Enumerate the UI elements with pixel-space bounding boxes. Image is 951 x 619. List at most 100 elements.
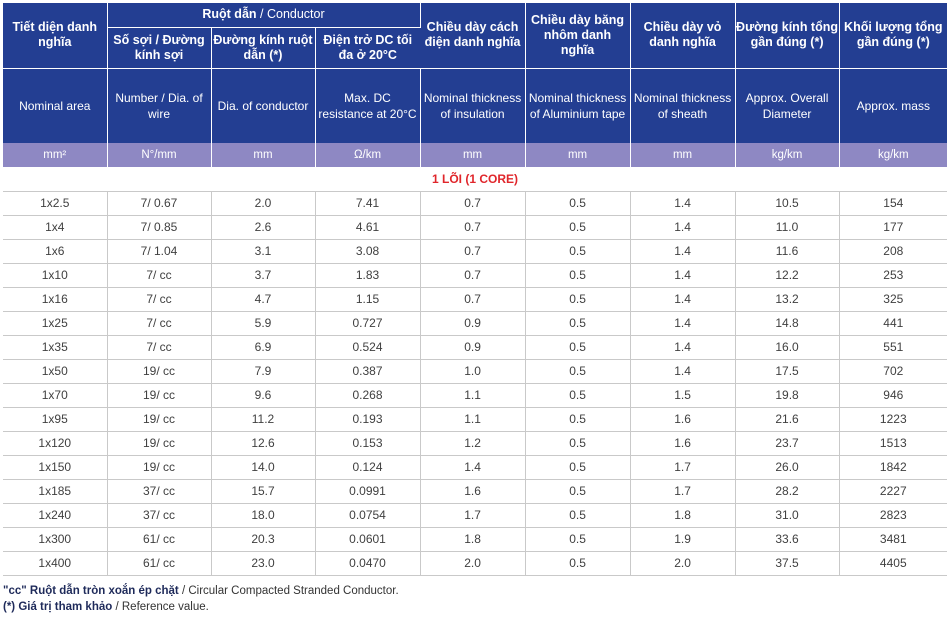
table-cell: 0.193 <box>315 407 421 432</box>
header-en-sheath: Nominal thickness of sheath <box>630 68 736 143</box>
table-cell: 0.5 <box>525 551 631 576</box>
table-cell: 4.7 <box>211 287 316 312</box>
table-cell: 10.5 <box>735 191 840 216</box>
table-cell: 61/ cc <box>107 527 212 552</box>
table-cell: 1x10 <box>3 263 108 288</box>
header-conductor-vi: Ruột dẫn <box>202 7 257 22</box>
header-dc-resistance: Điện trở DC tối đa ở 20°C <box>315 27 421 69</box>
table-cell: 28.2 <box>735 479 840 504</box>
cable-spec-sheet: Tiết diện danh nghĩa Ruột dẫn / Conducto… <box>3 3 948 615</box>
header-conductor-en: / Conductor <box>256 7 325 22</box>
table-cell: 19/ cc <box>107 383 212 408</box>
footnote-ref-vi: (*) Giá trị tham khảo <box>3 600 113 613</box>
table-row: 1x120 19/ cc 12.6 0.153 1.2 0.5 1.6 23.7 1513 <box>3 431 948 456</box>
table-cell: 1513 <box>839 431 948 456</box>
table-cell: 0.5 <box>525 431 631 456</box>
table-cell: 11.0 <box>735 215 840 240</box>
table-cell: 946 <box>839 383 948 408</box>
table-cell: 0.0991 <box>315 479 421 504</box>
table-cell: 0.5 <box>525 263 631 288</box>
table-cell: 0.153 <box>315 431 421 456</box>
table-cell: 1842 <box>839 455 948 480</box>
table-cell: 1.15 <box>315 287 421 312</box>
table-cell: 7/ cc <box>107 311 212 336</box>
table-row: 1x25 7/ cc 5.9 0.727 0.9 0.5 1.4 14.8 441 <box>3 311 948 336</box>
table-cell: 1.2 <box>420 431 526 456</box>
table-cell: 0.124 <box>315 455 421 480</box>
section-title: 1 LÕI (1 CORE) <box>3 167 948 192</box>
table-cell: 0.5 <box>525 215 631 240</box>
table-cell: 3481 <box>839 527 948 552</box>
table-cell: 0.5 <box>525 359 631 384</box>
footnote-ref-en: / Reference value. <box>112 600 209 613</box>
table-cell: 0.5 <box>525 239 631 264</box>
table-cell: 1.1 <box>420 407 526 432</box>
table-cell: 0.387 <box>315 359 421 384</box>
table-cell: 1.4 <box>630 239 736 264</box>
table-cell: 33.6 <box>735 527 840 552</box>
header-nominal-area: Tiết diện danh nghĩa <box>3 3 108 69</box>
table-row: 1x6 7/ 1.04 3.1 3.08 0.7 0.5 1.4 11.6 208 <box>3 239 948 264</box>
table-cell: 1.4 <box>630 287 736 312</box>
table-cell: 0.0470 <box>315 551 421 576</box>
table-cell: 37/ cc <box>107 479 212 504</box>
unit-cell: mm <box>525 143 631 167</box>
table-cell: 23.7 <box>735 431 840 456</box>
header-insulation: Chiều dày cách điện danh nghĩa <box>420 3 526 69</box>
table-cell: 12.6 <box>211 431 316 456</box>
table-cell: 0.9 <box>420 335 526 360</box>
table-cell: 0.5 <box>525 311 631 336</box>
table-cell: 1.8 <box>420 527 526 552</box>
table-cell: 7/ 0.67 <box>107 191 212 216</box>
header-conductor: Ruột dẫn / Conductor <box>107 3 421 28</box>
table-row: 1x240 37/ cc 18.0 0.0754 1.7 0.5 1.8 31.0 2823 <box>3 503 948 528</box>
table-cell: 1.4 <box>630 263 736 288</box>
table-cell: 6.9 <box>211 335 316 360</box>
unit-cell: mm² <box>3 143 108 167</box>
table-cell: 1.4 <box>630 311 736 336</box>
table-cell: 1.4 <box>630 359 736 384</box>
table-cell: 11.2 <box>211 407 316 432</box>
header-aluminium-tape: Chiều dày băng nhôm danh nghĩa <box>525 3 631 69</box>
header-en-conductor-dia: Dia. of conductor <box>211 68 316 143</box>
table-cell: 1.1 <box>420 383 526 408</box>
table-cell: 19.8 <box>735 383 840 408</box>
table-cell: 1.9 <box>630 527 736 552</box>
table-cell: 1x70 <box>3 383 108 408</box>
table-cell: 13.2 <box>735 287 840 312</box>
table-cell: 19/ cc <box>107 359 212 384</box>
table-cell: 19/ cc <box>107 455 212 480</box>
table-row: 1x300 61/ cc 20.3 0.0601 1.8 0.5 1.9 33.6 3481 <box>3 527 948 552</box>
unit-cell: mm <box>630 143 736 167</box>
table-cell: 1.4 <box>630 215 736 240</box>
header-sheath: Chiều dày vỏ danh nghĩa <box>630 3 736 69</box>
unit-cell: mm <box>420 143 526 167</box>
table-cell: 37/ cc <box>107 503 212 528</box>
table-cell: 1.4 <box>420 455 526 480</box>
table-cell: 0.9 <box>420 311 526 336</box>
header-en-nominal-area: Nominal area <box>3 68 108 143</box>
table-cell: 0.0601 <box>315 527 421 552</box>
table-row: 1x4 7/ 0.85 2.6 4.61 0.7 0.5 1.4 11.0 177 <box>3 215 948 240</box>
table-row: 1x35 7/ cc 6.9 0.524 0.9 0.5 1.4 16.0 551 <box>3 335 948 360</box>
table-row: 1x95 19/ cc 11.2 0.193 1.1 0.5 1.6 21.6 1223 <box>3 407 948 432</box>
table-cell: 7/ cc <box>107 287 212 312</box>
footnote-reference: (*) Giá trị tham khảo / Reference value. <box>3 599 947 615</box>
table-cell: 1x300 <box>3 527 108 552</box>
table-cell: 7/ cc <box>107 263 212 288</box>
table-cell: 2.0 <box>630 551 736 576</box>
table-cell: 7/ 1.04 <box>107 239 212 264</box>
table-cell: 9.6 <box>211 383 316 408</box>
table-cell: 11.6 <box>735 239 840 264</box>
table-cell: 0.5 <box>525 527 631 552</box>
table-cell: 2.6 <box>211 215 316 240</box>
table-row: 1x2.5 7/ 0.67 2.0 7.41 0.7 0.5 1.4 10.5 154 <box>3 191 948 216</box>
table-cell: 1.4 <box>630 191 736 216</box>
table-cell: 154 <box>839 191 948 216</box>
table-cell: 3.7 <box>211 263 316 288</box>
table-cell: 1.83 <box>315 263 421 288</box>
table-cell: 18.0 <box>211 503 316 528</box>
table-cell: 0.7 <box>420 287 526 312</box>
header-en-wires: Number / Dia. of wire <box>107 68 212 143</box>
table-cell: 253 <box>839 263 948 288</box>
